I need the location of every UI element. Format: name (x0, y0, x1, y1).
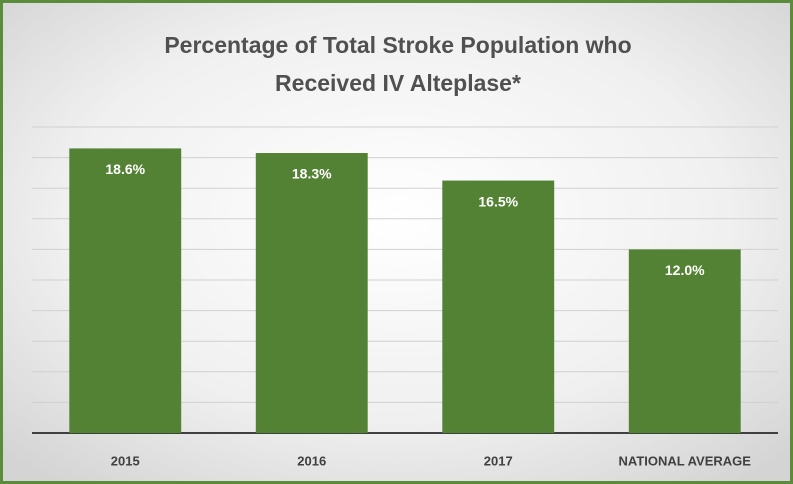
x-tick-label: 2015 (111, 453, 140, 468)
bar (69, 148, 182, 434)
value-label: 18.3% (292, 166, 332, 182)
x-tick-label: NATIONAL AVERAGE (619, 453, 752, 468)
x-tick-label: 2017 (484, 453, 513, 468)
x-tick-label: 2016 (297, 453, 326, 468)
bar (628, 249, 741, 433)
value-label: 12.0% (665, 262, 705, 278)
chart-title: Received IV Alteplase* (275, 70, 521, 96)
bar (255, 153, 368, 433)
value-label: 18.6% (105, 161, 145, 177)
chart-title: Percentage of Total Stroke Population wh… (164, 32, 631, 58)
value-label: 16.5% (478, 193, 518, 209)
bar (442, 180, 555, 433)
